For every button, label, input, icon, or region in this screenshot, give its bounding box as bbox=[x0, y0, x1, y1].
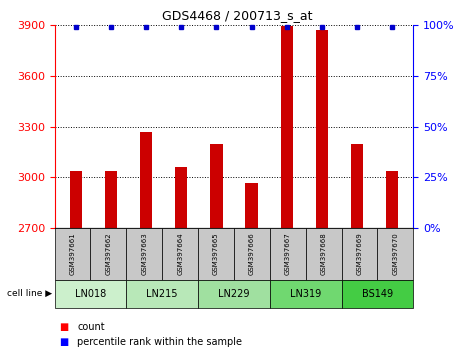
Text: GSM397663: GSM397663 bbox=[141, 233, 147, 275]
Text: count: count bbox=[77, 322, 105, 332]
Bar bbox=[69, 171, 82, 228]
Bar bbox=[246, 183, 257, 228]
Bar bbox=[351, 143, 363, 228]
Text: percentile rank within the sample: percentile rank within the sample bbox=[77, 337, 242, 347]
Text: LN215: LN215 bbox=[146, 289, 178, 299]
Text: GSM397664: GSM397664 bbox=[177, 233, 183, 275]
Text: GSM397667: GSM397667 bbox=[285, 233, 291, 275]
Text: LN229: LN229 bbox=[218, 289, 250, 299]
Text: GSM397662: GSM397662 bbox=[105, 233, 112, 275]
Text: ■: ■ bbox=[59, 337, 68, 347]
Text: GSM397669: GSM397669 bbox=[356, 233, 362, 275]
Bar bbox=[175, 167, 187, 228]
Bar bbox=[140, 132, 152, 228]
Text: GDS4468 / 200713_s_at: GDS4468 / 200713_s_at bbox=[162, 9, 313, 22]
Text: GSM397666: GSM397666 bbox=[249, 233, 255, 275]
Text: BS149: BS149 bbox=[362, 289, 393, 299]
Bar bbox=[210, 144, 222, 228]
Text: LN319: LN319 bbox=[290, 289, 321, 299]
Text: cell line ▶: cell line ▶ bbox=[7, 289, 52, 298]
Bar bbox=[316, 30, 328, 228]
Bar bbox=[281, 27, 293, 228]
Text: LN018: LN018 bbox=[75, 289, 106, 299]
Text: ■: ■ bbox=[59, 322, 68, 332]
Text: GSM397661: GSM397661 bbox=[69, 233, 76, 275]
Bar bbox=[386, 171, 399, 228]
Text: GSM397670: GSM397670 bbox=[392, 233, 399, 275]
Text: GSM397665: GSM397665 bbox=[213, 233, 219, 275]
Bar bbox=[104, 171, 117, 228]
Text: GSM397668: GSM397668 bbox=[321, 233, 327, 275]
